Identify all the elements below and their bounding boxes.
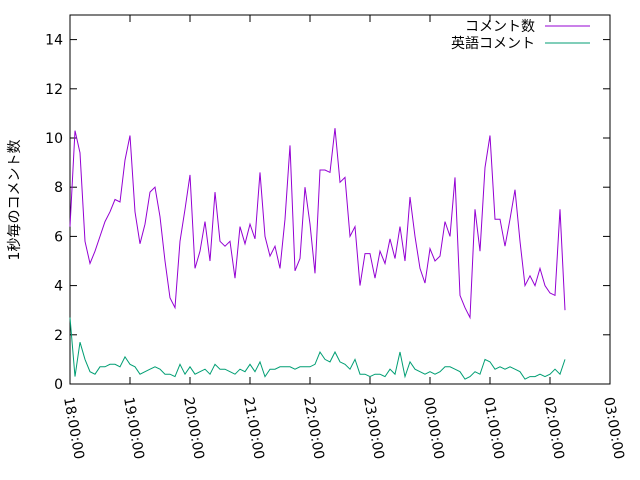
series-line-2 xyxy=(69,317,566,380)
y-tick-label: 10 xyxy=(45,131,63,147)
plot-border xyxy=(69,14,611,385)
series-line-1 xyxy=(69,128,566,320)
y-tick-label: 12 xyxy=(45,82,63,98)
y-tick-label: 14 xyxy=(45,33,63,49)
y-tick-label: 6 xyxy=(54,229,63,245)
legend-label: 英語コメント xyxy=(451,35,535,52)
y-axis-label: 1秒毎のコメント数 xyxy=(7,140,23,261)
legend-label: コメント数 xyxy=(465,19,535,35)
y-tick-label: 0 xyxy=(54,377,63,393)
y-tick-label: 4 xyxy=(54,279,63,295)
y-tick-label: 2 xyxy=(54,328,63,344)
y-tick-label: 8 xyxy=(54,180,63,196)
